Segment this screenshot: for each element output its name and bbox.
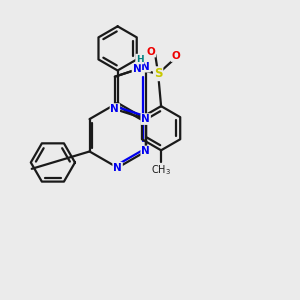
Text: O: O [171, 51, 180, 61]
Text: CH$_3$: CH$_3$ [151, 164, 171, 177]
Text: S: S [154, 67, 162, 80]
Text: N: N [141, 62, 150, 72]
Text: N: N [133, 64, 141, 74]
Text: N: N [113, 163, 122, 173]
Text: N: N [141, 146, 150, 157]
Text: N: N [141, 114, 150, 124]
Text: H: H [136, 55, 144, 64]
Text: O: O [146, 47, 155, 57]
Text: N: N [110, 104, 119, 114]
